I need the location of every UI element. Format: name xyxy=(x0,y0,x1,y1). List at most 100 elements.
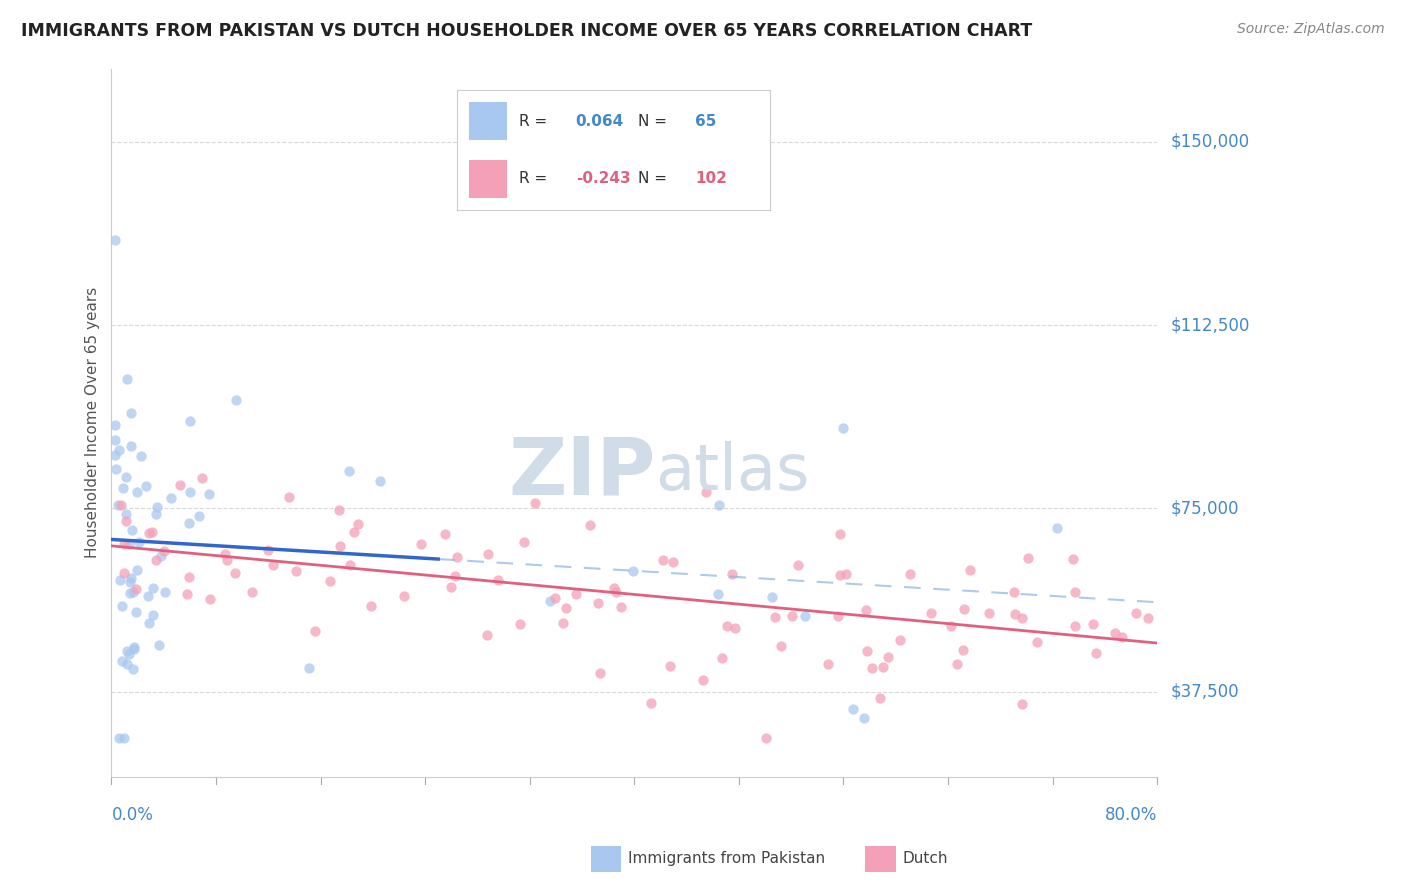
Point xyxy=(1104,625,1126,640)
Point xyxy=(114,507,136,521)
Point xyxy=(104,433,127,447)
Point xyxy=(104,448,127,462)
Point xyxy=(1011,611,1033,625)
Point xyxy=(122,642,145,657)
Point xyxy=(662,555,685,569)
Point xyxy=(555,601,578,615)
Point xyxy=(224,566,246,581)
Point xyxy=(177,516,200,530)
Point xyxy=(145,507,167,521)
Point xyxy=(827,609,849,624)
Point xyxy=(1011,697,1033,711)
Point xyxy=(755,731,778,745)
Point xyxy=(136,589,159,603)
Point xyxy=(318,574,340,589)
Point xyxy=(284,564,307,578)
Point xyxy=(122,640,145,654)
Point xyxy=(782,609,804,624)
Point xyxy=(108,442,131,457)
Point xyxy=(832,421,855,435)
Point xyxy=(564,587,586,601)
Point xyxy=(108,731,131,745)
Point xyxy=(446,549,468,564)
Point xyxy=(297,660,319,674)
Point xyxy=(860,661,883,675)
Point xyxy=(794,608,817,623)
Point xyxy=(191,471,214,485)
Point xyxy=(1085,646,1108,660)
Text: IMMIGRANTS FROM PAKISTAN VS DUTCH HOUSEHOLDER INCOME OVER 65 YEARS CORRELATION C: IMMIGRANTS FROM PAKISTAN VS DUTCH HOUSEH… xyxy=(21,22,1032,40)
Point xyxy=(876,650,898,665)
Point xyxy=(872,659,894,673)
Point xyxy=(187,509,209,524)
Point xyxy=(817,657,839,671)
Point xyxy=(720,567,742,582)
Point xyxy=(360,599,382,614)
Point xyxy=(138,615,160,630)
Point xyxy=(523,496,546,510)
Text: ZIP: ZIP xyxy=(508,434,655,511)
Point xyxy=(329,539,352,553)
Point xyxy=(433,527,456,541)
Point xyxy=(177,569,200,583)
Point xyxy=(724,621,747,635)
Point xyxy=(112,537,135,551)
Point xyxy=(111,655,134,669)
Point xyxy=(179,485,201,500)
Point xyxy=(121,663,143,677)
Point xyxy=(105,462,128,476)
Point xyxy=(368,474,391,488)
Point xyxy=(835,567,858,582)
Point xyxy=(343,524,366,539)
Point xyxy=(141,525,163,540)
Point xyxy=(118,537,141,551)
Point xyxy=(120,406,142,420)
Point xyxy=(115,644,138,658)
Point xyxy=(1017,551,1039,566)
Point xyxy=(339,558,361,573)
Point xyxy=(770,640,793,654)
Point xyxy=(240,584,263,599)
Point xyxy=(346,517,368,532)
Point xyxy=(225,393,247,408)
Point xyxy=(610,599,633,614)
Point xyxy=(215,553,238,567)
Point xyxy=(120,575,142,590)
Point xyxy=(278,490,301,504)
Point xyxy=(111,599,134,614)
Point xyxy=(830,567,852,582)
Point xyxy=(1002,584,1025,599)
Point xyxy=(176,587,198,601)
Point xyxy=(842,701,865,715)
Point xyxy=(939,619,962,633)
Point xyxy=(262,558,284,572)
Point xyxy=(149,549,172,563)
Point xyxy=(977,606,1000,620)
Point xyxy=(959,563,981,577)
Point xyxy=(115,657,138,671)
Point xyxy=(488,573,510,587)
Point xyxy=(115,470,138,484)
Point xyxy=(761,590,783,604)
Point xyxy=(444,569,467,583)
Point xyxy=(148,638,170,652)
Point xyxy=(104,418,127,433)
Point xyxy=(787,558,810,572)
Point xyxy=(214,547,236,561)
Point xyxy=(125,563,148,577)
Point xyxy=(603,581,626,595)
Point xyxy=(640,696,662,710)
Point xyxy=(145,553,167,567)
Point xyxy=(1064,619,1087,633)
Point xyxy=(121,571,143,585)
Point xyxy=(110,498,132,512)
Point xyxy=(589,665,612,680)
Point xyxy=(153,544,176,558)
Y-axis label: Householder Income Over 65 years: Householder Income Over 65 years xyxy=(86,287,100,558)
Text: 0.0%: 0.0% xyxy=(111,806,153,824)
Point xyxy=(1046,521,1069,535)
Point xyxy=(855,603,877,617)
Point xyxy=(179,414,201,428)
Point xyxy=(142,581,165,595)
Point xyxy=(763,610,786,624)
